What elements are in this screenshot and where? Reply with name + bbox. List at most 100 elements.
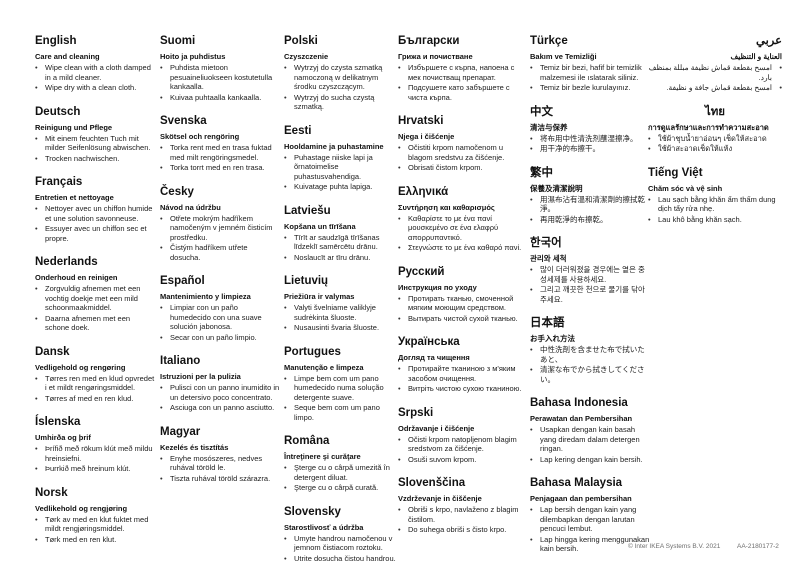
- bullet-item: • Noslaucīt ar tīru drānu.: [284, 253, 396, 263]
- language-section-polski: Polski Czyszczenie • Wytrzyj do czysta szma…: [284, 35, 396, 112]
- bullet-item: • Mit einem feuchten Tuch mit milder Seif…: [35, 134, 155, 153]
- bullet-text: Протирать тканью, смоченной мягким моющи…: [408, 293, 514, 313]
- bullet-text: Þrífið með rökum klút með mildu hreinsie…: [45, 444, 153, 463]
- bullet-text: Tørres af med en ren klud.: [45, 393, 134, 403]
- language-heading: 繁中: [530, 166, 553, 179]
- bullet-item: • Wipe clean with a cloth damped in a mil…: [35, 63, 155, 82]
- bullet-text: Tørk med en ren klut.: [45, 534, 117, 544]
- bullet-text: Osuši suvom krpom.: [408, 454, 477, 464]
- bullet-text: Tørres ren med en klud opvredet i et mil…: [45, 373, 155, 393]
- bullet-text: امسح بقطعة قماش جافة و نظيفة.: [666, 83, 772, 92]
- bullet-marker: •: [530, 345, 533, 354]
- language-section-ti-ng-vi-t: Tiếng Việt Chăm sóc và vệ sinh • Lau sạch b…: [648, 167, 782, 225]
- bullet-item: • Kuivaa puhtaalla kankaalla.: [160, 93, 280, 103]
- bullet-marker: •: [35, 373, 38, 383]
- bullet-item: • Usapkan dengan kain basah yang diredam …: [530, 425, 650, 454]
- bullet-marker: •: [779, 83, 782, 92]
- language-heading: Hrvatski: [398, 115, 444, 127]
- bullet-text: Lau khô bằng khăn sạch.: [658, 214, 742, 224]
- bullet-item: • 用濕布沾有溫和清潔劑的擦拭乾淨。: [530, 195, 650, 214]
- bullet-item: • Do suhega obriši s čisto krpo.: [398, 525, 524, 535]
- section-title: Mantenimiento y limpieza: [160, 292, 251, 301]
- bullet-item: • Obriši s krpo, navlaženo z blagim čisti…: [398, 505, 524, 524]
- section-title: 保養及清潔說明: [530, 183, 583, 193]
- bullet-item: • Tiszta ruhával töröld szárazra.: [160, 474, 280, 484]
- bullet-item: • Вытирать чистой сухой тканью.: [398, 314, 524, 324]
- language-section-5-5: 日本語 お手入れ方法 • 中性洗剤を含ませた布で拭いたあと、 • 清潔な布でから拭きしてく…: [530, 317, 650, 384]
- section-title: Întreţinere şi curăţare: [284, 452, 361, 461]
- language-heading: عربي: [756, 35, 782, 47]
- bullet-item: • Enyhe mosószeres, nedves ruhával töröld…: [160, 454, 280, 473]
- bullet-marker: •: [284, 152, 287, 162]
- bullet-marker: •: [398, 434, 401, 444]
- bullet-item: • Витріть чистою сухою тканиною.: [398, 384, 524, 394]
- bullet-text: Daarna afnemen met een schone doek.: [45, 313, 131, 333]
- copyright-text: © Inter IKEA Systems B.V. 2021: [628, 543, 721, 550]
- bullet-item: • Pulisci con un panno inumidito in un de…: [160, 383, 280, 402]
- language-section-slovensky: Slovensky Starostlivosť a údržba • Umyte ha…: [284, 506, 396, 564]
- bullet-item: • Στεγνώστε το με ένα καθαρό πανί.: [398, 243, 524, 253]
- section-title: 관리와 세척: [530, 254, 567, 263]
- bullet-marker: •: [35, 514, 38, 524]
- section-title: Hoito ja puhdistus: [160, 52, 226, 61]
- language-heading: Ελληνικά: [398, 185, 449, 198]
- bullet-text: Wytrzyj do sucha czystą szmatką.: [294, 92, 375, 112]
- bullet-text: Temiz bir bezi, hafif bir temizlik malze…: [540, 63, 642, 82]
- bullet-text: Вытирать чистой сухой тканью.: [408, 313, 518, 323]
- language-heading: 한국어: [530, 237, 562, 249]
- bullet-text: Secar con un paño limpio.: [170, 332, 257, 342]
- bullet-item: • 清潔な布でから拭きしてください。: [530, 365, 650, 384]
- bullet-marker: •: [398, 143, 401, 152]
- language-section-6-1: عربي العناية و التنظيف • امسح بقطعة قماش نظ…: [648, 35, 782, 93]
- bullet-text: Utrite dosucha čistou handrou.: [294, 553, 396, 563]
- bullet-item: • Puhdista mietoon pesuaineliuokseen kost…: [160, 63, 280, 92]
- section-title: การดูแลรักษาและการทำความสะอาด: [648, 122, 769, 132]
- bullet-item: • Tørk av med en klut fuktet med mildt re…: [35, 515, 155, 534]
- bullet-item: • Essuyer avec un chiffon sec et propre.: [35, 224, 155, 243]
- bullet-marker: •: [648, 144, 651, 153]
- language-section-portugues: Portugues Manutenção e limpeza • Limpe bem …: [284, 346, 396, 423]
- bullet-marker: •: [160, 473, 163, 483]
- bullet-item: • Lap kering dengan kain bersih.: [530, 455, 650, 465]
- bullet-marker: •: [284, 323, 287, 332]
- bullet-item: • Þrífið með rökum klút með mildu hreinsi…: [35, 444, 155, 463]
- bullet-marker: •: [35, 444, 38, 453]
- language-heading: 日本語: [530, 317, 565, 329]
- bullet-item: • Utrite dosucha čistou handrou.: [284, 554, 396, 564]
- bullet-text: Tørk av med en klut fuktet med mildt ren…: [45, 514, 149, 534]
- bullet-text: Wipe dry with a clean cloth.: [45, 83, 137, 92]
- bullet-text: Torka rent med en trasa fuktad med milt …: [170, 143, 272, 162]
- bullet-text: Şterge cu o cârpă umezită în detergent d…: [294, 463, 390, 482]
- bullet-item: • Tīrīt ar saudzīgā tīrīšanas līdzeklī sa…: [284, 233, 396, 252]
- bullet-item: • Wytrzyj do sucha czystą szmatką.: [284, 93, 396, 112]
- bullet-text: Očisti krpom natopljenom blagim sredstvo…: [408, 434, 517, 454]
- language-section-italiano: Italiano Istruzioni per la pulizia • Pulisc…: [160, 355, 280, 413]
- bullet-marker: •: [530, 83, 533, 92]
- language-heading: Bahasa Indonesia: [530, 397, 628, 409]
- language-section-5-2: 中文 清洁与保养 • 将布用中性清洗剂蘸湿擦净。 • 用干净的布擦干。: [530, 106, 650, 154]
- bullet-text: Umyte handrou namočenou v jemnom čistiac…: [294, 533, 393, 553]
- section-title: Vedligehold og rengøring: [35, 362, 126, 372]
- bullet-marker: •: [648, 194, 651, 204]
- bullet-text: Valyti švelniame valiklyje sudrėkinta šl…: [294, 303, 376, 322]
- bullet-text: Obriši s krpo, navlaženo z blagim čistil…: [408, 505, 519, 524]
- language-heading: Español: [160, 275, 205, 287]
- bullet-marker: •: [398, 83, 401, 92]
- bullet-item: • Puhastage niiske lapi ja õrnatoimelise …: [284, 153, 396, 182]
- language-heading: Italiano: [160, 355, 201, 367]
- bullet-item: • Osuši suvom krpom.: [398, 455, 524, 465]
- section-title: Care and cleaning: [35, 52, 100, 61]
- bullet-text: Očistiti krpom namočenom u blagom sredst…: [408, 143, 505, 162]
- bullet-text: Mit einem feuchten Tuch mit milder Seife…: [45, 133, 151, 153]
- language-section-5-3: 繁中 保養及清潔說明 • 用濕布沾有溫和清潔劑的擦拭乾淨。 • 再用乾淨的布擦乾。: [530, 167, 650, 225]
- language-section-esky: Česky Návod na údržbu • Otřete mokrým hadří…: [160, 186, 280, 263]
- language-section-bahasa-malaysia: Bahasa Malaysia Penjagaan dan pembersihan…: [530, 477, 650, 554]
- bullet-marker: •: [160, 243, 163, 252]
- bullet-marker: •: [284, 533, 287, 543]
- bullet-item: • Şterge cu o cârpă umezită în detergent …: [284, 463, 396, 482]
- bullet-item: • Limpe bem com um pano humedecido numa s…: [284, 374, 396, 403]
- language-heading: Deutsch: [35, 105, 81, 118]
- language-section-svenska: Svenska Skötsel och rengöring • Torka rent …: [160, 115, 280, 173]
- section-title: Грижа и почистване: [398, 52, 473, 61]
- language-heading: Nederlands: [35, 256, 98, 268]
